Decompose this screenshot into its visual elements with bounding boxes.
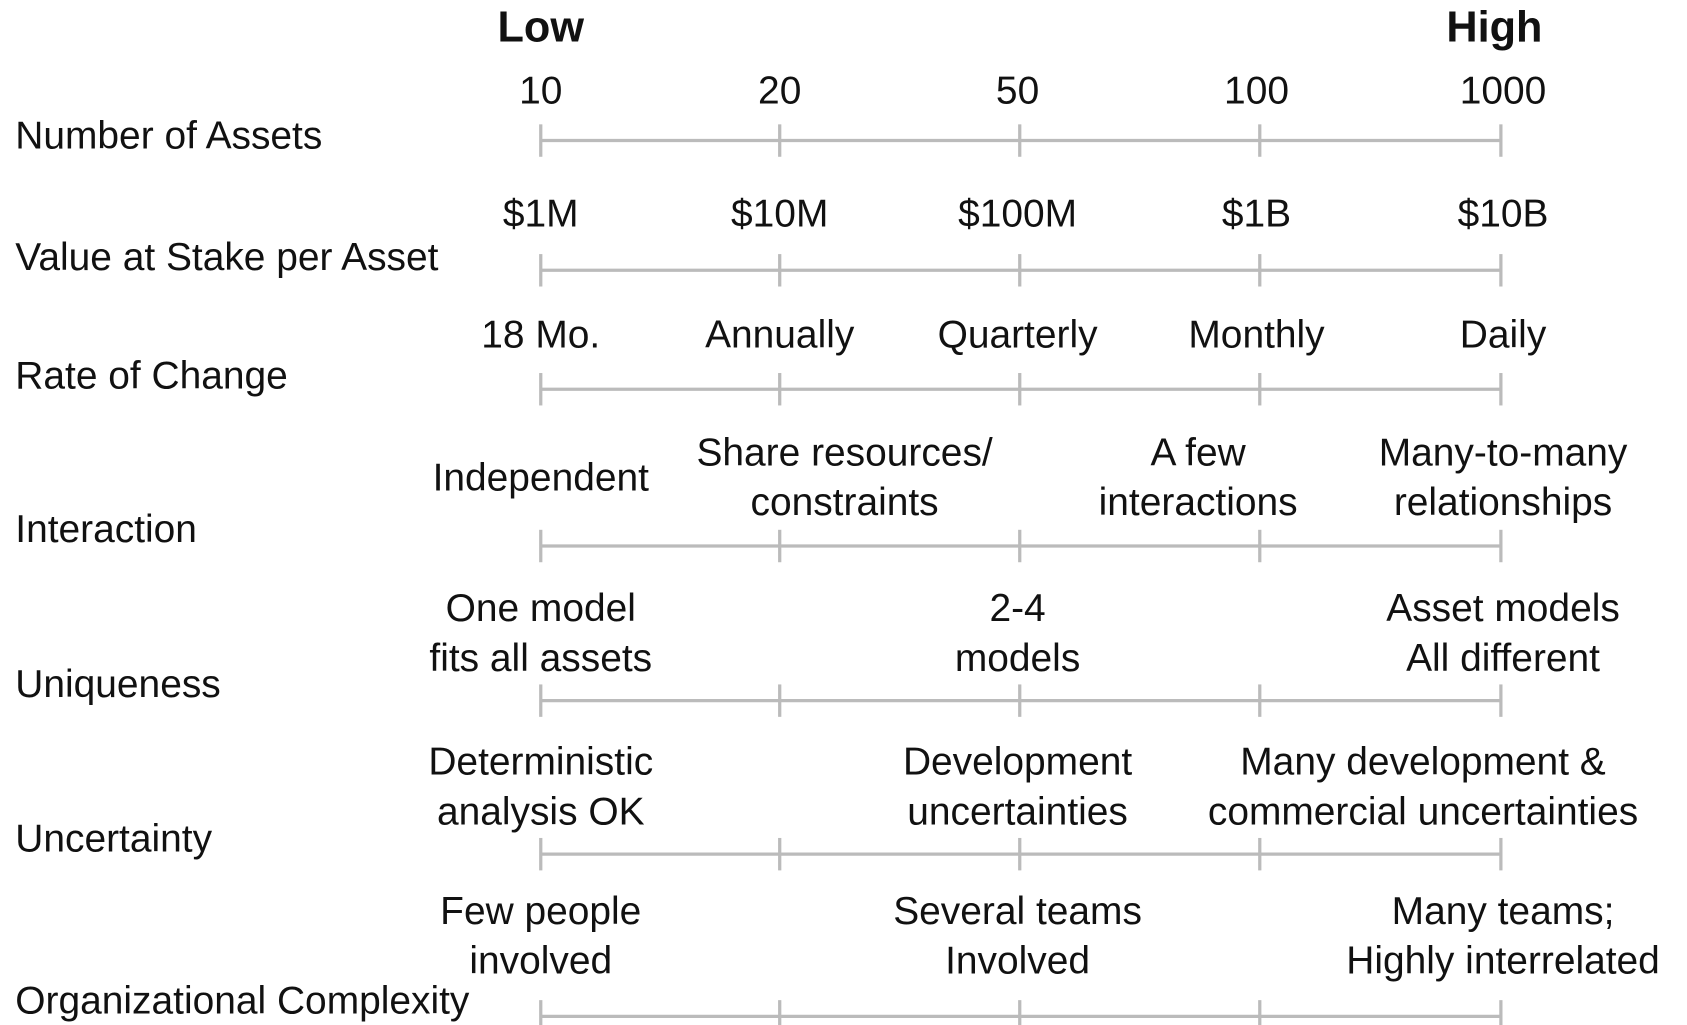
tick-label: 18 Mo.	[481, 314, 600, 357]
tick-label: $10B	[1458, 193, 1549, 236]
tick-label: 2-4	[989, 587, 1045, 630]
tick-label: Quarterly	[938, 314, 1099, 357]
low-label: Low	[498, 4, 585, 52]
tick-label: Monthly	[1188, 314, 1325, 357]
tick-label: Many development &	[1240, 741, 1606, 784]
tick-label: Development	[903, 741, 1132, 784]
tick-label: 10	[519, 69, 562, 112]
high-label: High	[1446, 4, 1542, 52]
tick-label: commercial uncertainties	[1208, 790, 1638, 833]
tick-label: Many-to-many	[1379, 431, 1628, 474]
tick-label: constraints	[751, 481, 939, 524]
tick-label: fits all assets	[429, 637, 652, 680]
tick-label: Involved	[945, 940, 1090, 983]
tick-label: Highly interrelated	[1346, 940, 1660, 983]
tick-label: Asset models	[1386, 587, 1620, 630]
tick-label: 1000	[1460, 69, 1547, 112]
tick-label: 100	[1224, 69, 1289, 112]
tick-label: 50	[996, 69, 1039, 112]
tick-label: interactions	[1099, 481, 1298, 524]
row-label: Value at Stake per Asset	[15, 236, 438, 279]
tick-label: $1B	[1222, 193, 1291, 236]
tick-label: $1M	[503, 193, 579, 236]
tick-label: uncertainties	[907, 790, 1128, 833]
tick-label: relationships	[1394, 481, 1612, 524]
tick-label: analysis OK	[437, 790, 645, 833]
tick-label: Annually	[705, 314, 855, 357]
tick-label: involved	[469, 940, 612, 983]
tick-label: Share resources/	[696, 431, 992, 474]
row-label: Number of Assets	[15, 115, 322, 158]
row-label: Rate of Change	[15, 355, 288, 398]
tick-label: 20	[758, 69, 801, 112]
tick-label: $10M	[731, 193, 828, 236]
tick-label: models	[955, 637, 1080, 680]
tick-label: Deterministic	[428, 741, 653, 784]
row-label: Uniqueness	[15, 663, 220, 706]
tick-label: One model	[446, 587, 636, 630]
tick-label: $100M	[958, 193, 1077, 236]
tick-label: Independent	[433, 456, 650, 499]
tick-label: All different	[1406, 637, 1600, 680]
tick-label: A few	[1151, 431, 1247, 474]
tick-label: Daily	[1460, 314, 1547, 357]
tick-label: Many teams;	[1392, 890, 1615, 933]
tick-label: Several teams	[893, 890, 1142, 933]
row-label: Organizational Complexity	[15, 980, 470, 1023]
tick-label: Few people	[440, 890, 641, 933]
row-label: Uncertainty	[15, 817, 212, 860]
row-label: Interaction	[15, 508, 197, 551]
